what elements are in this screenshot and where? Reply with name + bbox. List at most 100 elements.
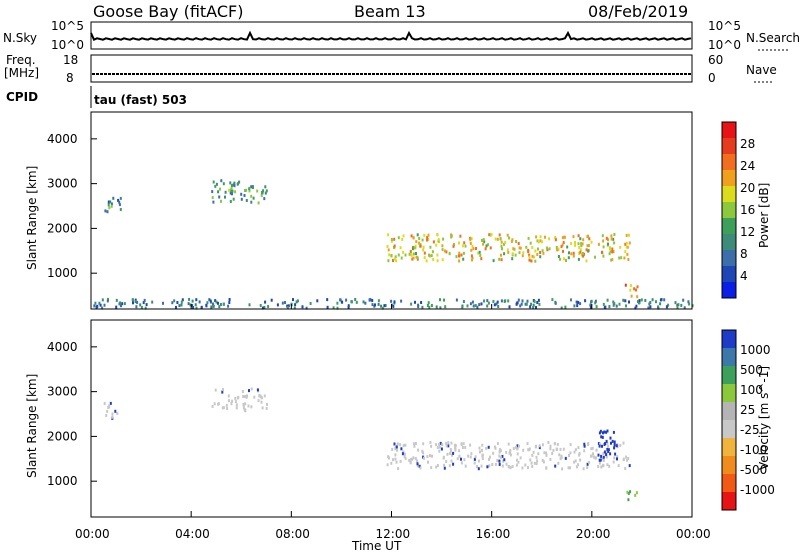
range-cell	[453, 443, 456, 447]
range-cell	[535, 305, 537, 309]
range-cell	[501, 464, 504, 468]
range-cell	[200, 305, 203, 309]
range-cell	[627, 258, 630, 261]
range-cell	[574, 459, 577, 463]
range-cell	[474, 455, 477, 459]
range-cell	[563, 235, 566, 239]
range-cell	[142, 301, 145, 305]
range-cell	[602, 459, 605, 462]
range-cell	[436, 464, 439, 467]
range-cell	[558, 453, 561, 457]
range-cell	[586, 244, 589, 248]
range-cell	[436, 253, 439, 257]
range-cell	[448, 252, 451, 256]
range-cell	[573, 304, 576, 308]
range-cell	[294, 303, 297, 307]
range-cell	[101, 306, 104, 310]
range-cell	[120, 304, 122, 308]
range-cell	[492, 451, 495, 455]
range-cell	[649, 305, 652, 309]
range-cell	[525, 245, 528, 249]
range-cell	[556, 248, 559, 252]
range-cell	[522, 251, 525, 255]
range-cell	[472, 247, 475, 251]
range-cell	[507, 442, 510, 446]
range-cell	[309, 302, 312, 305]
range-cell	[267, 305, 270, 308]
range-cell	[680, 303, 683, 307]
range-cell	[565, 259, 567, 262]
velocity-colorbar: 1000 500 100 25 -25 -100 -500 -1000	[721, 329, 775, 511]
range-cell	[286, 306, 289, 310]
range-cell	[498, 233, 501, 237]
range-cell	[423, 251, 426, 255]
range-cell	[527, 236, 530, 240]
colorbar-tick-label: 25	[740, 403, 755, 417]
range-cell	[450, 233, 453, 237]
range-cell	[527, 448, 530, 452]
range-cell	[449, 449, 452, 453]
range-cell	[245, 395, 248, 398]
range-cell	[222, 388, 224, 392]
range-cell	[220, 199, 222, 203]
range-cell	[256, 189, 259, 193]
time-axis-label: Time UT	[351, 539, 402, 553]
range-cell	[505, 462, 508, 466]
range-cell	[473, 461, 476, 465]
range-cell	[416, 459, 419, 463]
range-cell	[582, 467, 585, 471]
range-cell	[528, 258, 531, 262]
range-cell	[180, 300, 183, 304]
range-cell	[533, 255, 535, 259]
range-cell	[436, 259, 439, 263]
range-cell	[515, 445, 518, 449]
range-cell	[536, 253, 539, 256]
colorbar-tick-label: 1000	[740, 343, 771, 357]
range-cell	[590, 447, 593, 451]
range-cell	[534, 249, 537, 253]
range-cell	[413, 246, 416, 250]
range-cell	[106, 210, 109, 214]
freq-panel: Freq. [MHz] 18 8 60 0 Nave	[4, 53, 777, 85]
range-cell	[533, 300, 536, 303]
range-cell	[103, 402, 106, 405]
range-cell	[630, 294, 633, 298]
range-cell	[612, 460, 615, 464]
range-cell	[554, 238, 557, 242]
range-cell	[390, 238, 393, 241]
range-cell	[248, 303, 251, 307]
range-cell	[421, 449, 424, 453]
colorbar-segment	[722, 202, 736, 219]
range-cell	[448, 452, 451, 455]
range-cell	[614, 452, 617, 456]
range-cell	[613, 446, 616, 450]
range-cell	[521, 299, 524, 303]
freq-label-line2: [MHz]	[4, 66, 39, 80]
range-cell	[458, 254, 461, 258]
range-cell	[620, 256, 623, 260]
range-cell	[426, 238, 429, 242]
range-cell	[536, 239, 539, 243]
range-cell	[598, 458, 601, 462]
range-cell	[546, 248, 549, 252]
range-cell	[627, 498, 630, 502]
range-cell	[214, 184, 217, 188]
range-cell	[390, 299, 393, 303]
range-cell	[435, 243, 438, 247]
range-cell	[435, 305, 438, 309]
range-cell	[443, 298, 445, 302]
range-cell	[530, 259, 533, 263]
colorbar-segment	[722, 330, 736, 349]
range-cell	[516, 452, 519, 456]
range-cell	[213, 402, 216, 406]
range-cell	[402, 234, 405, 238]
range-cell	[494, 446, 497, 450]
range-cell	[428, 305, 431, 309]
range-cell	[377, 299, 380, 303]
range-cell	[606, 298, 609, 302]
range-cell	[615, 444, 618, 448]
range-cell	[551, 298, 554, 302]
range-cell	[412, 442, 415, 446]
range-cell	[458, 251, 461, 255]
